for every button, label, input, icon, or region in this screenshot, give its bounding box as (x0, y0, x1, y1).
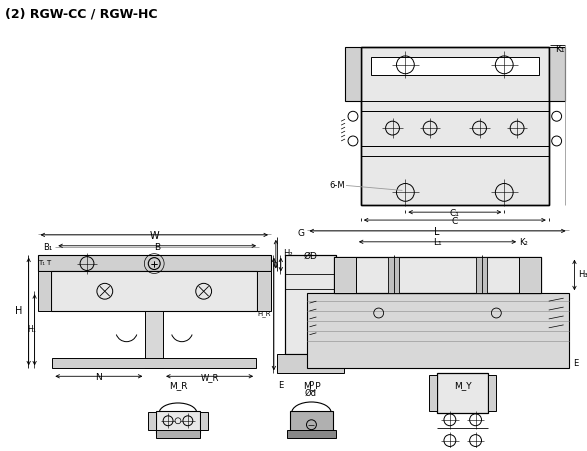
Bar (437, 373, 488, 413)
Text: H₂: H₂ (283, 249, 292, 258)
Text: P: P (308, 381, 313, 390)
Text: L₁: L₁ (433, 238, 441, 247)
Text: W_R: W_R (200, 373, 219, 382)
Text: L: L (434, 227, 440, 237)
Circle shape (348, 111, 358, 121)
Text: K₁: K₁ (555, 45, 564, 54)
Bar (156, 430, 200, 437)
Circle shape (552, 111, 562, 121)
Text: G: G (298, 229, 305, 238)
Bar (334, 257, 541, 293)
Text: C: C (451, 217, 458, 226)
Bar (361, 47, 549, 205)
Text: H_R: H_R (258, 311, 271, 318)
Text: B: B (154, 243, 160, 252)
Text: h: h (272, 260, 277, 269)
Bar (549, 47, 565, 101)
Bar (52, 359, 256, 368)
Bar (519, 257, 541, 293)
Bar (285, 255, 336, 354)
Bar (429, 375, 437, 411)
Bar (286, 430, 336, 437)
Text: 6-M: 6-M (329, 181, 345, 190)
Text: W: W (150, 231, 159, 241)
Text: E: E (573, 359, 579, 368)
Bar (52, 272, 257, 311)
Circle shape (348, 136, 358, 146)
Bar (306, 293, 569, 368)
Bar (488, 375, 497, 411)
Bar (361, 111, 549, 146)
Text: M_R: M_R (168, 381, 187, 390)
Bar (38, 272, 52, 311)
Bar (334, 257, 356, 293)
Text: M_P: M_P (303, 381, 321, 390)
Text: T: T (46, 260, 50, 266)
Text: H: H (15, 306, 23, 316)
Text: (2) RGW-CC / RGW-HC: (2) RGW-CC / RGW-HC (5, 8, 157, 20)
Circle shape (552, 136, 562, 146)
Text: H₁: H₁ (27, 325, 36, 334)
Bar (371, 57, 539, 75)
Bar (257, 272, 271, 311)
Bar (146, 311, 163, 368)
Text: C₁: C₁ (450, 209, 460, 218)
Text: E: E (278, 381, 284, 390)
Text: M_Y: M_Y (454, 381, 471, 390)
Bar (149, 412, 156, 430)
Bar (277, 354, 344, 373)
Bar (361, 47, 549, 205)
Text: H₃: H₃ (578, 270, 587, 279)
Bar (38, 255, 271, 272)
Bar (475, 257, 487, 293)
Bar (156, 411, 200, 433)
Text: K₂: K₂ (519, 238, 528, 247)
Bar (285, 255, 336, 354)
Text: Ød: Ød (305, 389, 316, 398)
Bar (387, 257, 399, 293)
Bar (200, 412, 208, 430)
Text: B₁: B₁ (43, 243, 52, 252)
Text: T₁: T₁ (39, 260, 46, 266)
Bar (345, 47, 361, 101)
Text: ØD: ØD (303, 252, 318, 261)
Bar (290, 411, 333, 433)
Text: N: N (96, 373, 102, 382)
